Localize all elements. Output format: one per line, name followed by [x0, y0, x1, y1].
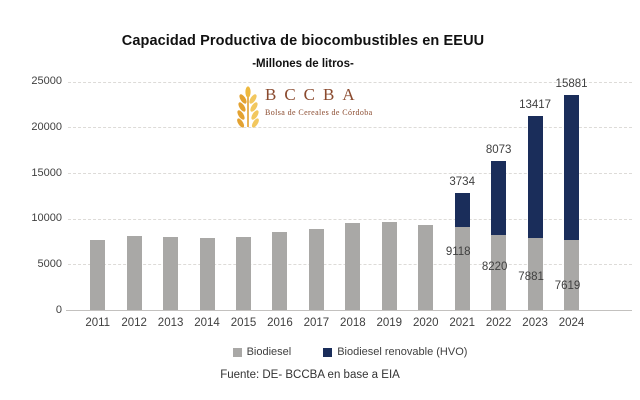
logo-subtext: Bolsa de Cereales de Córdoba	[265, 107, 373, 117]
x-tick-2019: 2019	[376, 317, 403, 329]
x-tick-2022: 2022	[485, 317, 512, 329]
logo-acronym: BCCBA	[265, 85, 363, 104]
bar-biodiesel-2020	[418, 224, 434, 310]
gridline-25000	[68, 81, 632, 83]
wheat-icon	[236, 86, 260, 133]
gridline-20000	[68, 127, 632, 129]
y-tick-5000: 5000	[37, 257, 62, 270]
chart-legend: Biodiesel Biodiesel renovable (HVO)	[68, 346, 632, 358]
data-label-biodiesel-2024: 7619	[554, 280, 581, 293]
data-label-biodiesel-2022: 8220	[481, 260, 508, 273]
gridline-15000	[68, 173, 632, 175]
bar-biodiesel-2024	[564, 240, 580, 310]
x-tick-2011: 2011	[85, 317, 111, 329]
x-tick-2012: 2012	[121, 317, 147, 329]
y-tick-20000: 20000	[31, 120, 62, 133]
x-tick-2024: 2024	[558, 317, 585, 329]
source-note: Fuente: DE- BCCBA en base a EIA	[220, 369, 400, 381]
x-tick-2013: 2013	[157, 317, 184, 329]
bar-biodiesel-2018	[345, 223, 361, 310]
bar-biodiesel-2012	[126, 236, 142, 310]
hvo-swatch-icon	[323, 347, 333, 357]
bar-biodiesel-2017	[308, 229, 324, 310]
x-tick-2021: 2021	[449, 317, 475, 329]
chart-title: Capacidad Productiva de biocombustibles …	[121, 33, 485, 49]
bar-biodiesel-2014	[199, 238, 215, 310]
data-label-hvo-2022: 8073	[485, 144, 512, 157]
chart-subtitle: -Millones de litros-	[252, 58, 354, 70]
bar-biodiesel-2013	[163, 237, 179, 310]
x-tick-2014: 2014	[194, 317, 220, 329]
legend-label-biodiesel: Biodiesel	[246, 346, 292, 358]
data-label-hvo-2023: 13417	[519, 98, 552, 111]
y-tick-10000: 10000	[31, 212, 62, 225]
legend-item-biodiesel: Biodiesel	[232, 346, 292, 358]
gridline-10000	[68, 218, 632, 220]
bar-hvo-2024	[564, 95, 580, 241]
logo-text: BCCBA Bolsa de Cereales de Córdoba	[265, 85, 373, 117]
x-axis-line	[66, 310, 632, 311]
bar-hvo-2022	[491, 161, 507, 235]
data-label-hvo-2021: 3734	[449, 175, 475, 188]
x-tick-2020: 2020	[412, 317, 439, 329]
bar-hvo-2021	[454, 192, 470, 227]
data-label-biodiesel-2021: 9118	[445, 245, 471, 258]
y-tick-15000: 15000	[31, 166, 62, 179]
bar-hvo-2023	[527, 115, 543, 239]
bar-biodiesel-2011	[90, 240, 106, 310]
biodiesel-swatch-icon	[232, 347, 242, 357]
x-tick-2023: 2023	[522, 317, 548, 329]
data-label-biodiesel-2023: 7881	[518, 271, 544, 284]
x-tick-2017: 2017	[303, 317, 330, 329]
bccba-logo: BCCBA Bolsa de Cereales de Córdoba	[236, 85, 373, 133]
bar-biodiesel-2015	[236, 237, 251, 310]
legend-item-hvo: Biodiesel renovable (HVO)	[323, 346, 467, 358]
legend-label-hvo: Biodiesel renovable (HVO)	[337, 346, 468, 358]
data-label-hvo-2024: 15881	[555, 78, 588, 91]
bar-biodiesel-2023	[527, 238, 543, 310]
bar-biodiesel-2022	[491, 234, 507, 310]
bar-biodiesel-2016	[272, 232, 288, 310]
bar-biodiesel-2021	[454, 226, 470, 310]
x-tick-2018: 2018	[340, 317, 366, 329]
y-tick-25000: 25000	[31, 75, 62, 88]
y-tick-0: 0	[55, 303, 62, 316]
x-tick-2016: 2016	[267, 317, 293, 329]
bar-biodiesel-2019	[381, 221, 397, 310]
x-tick-2015: 2015	[230, 317, 257, 329]
